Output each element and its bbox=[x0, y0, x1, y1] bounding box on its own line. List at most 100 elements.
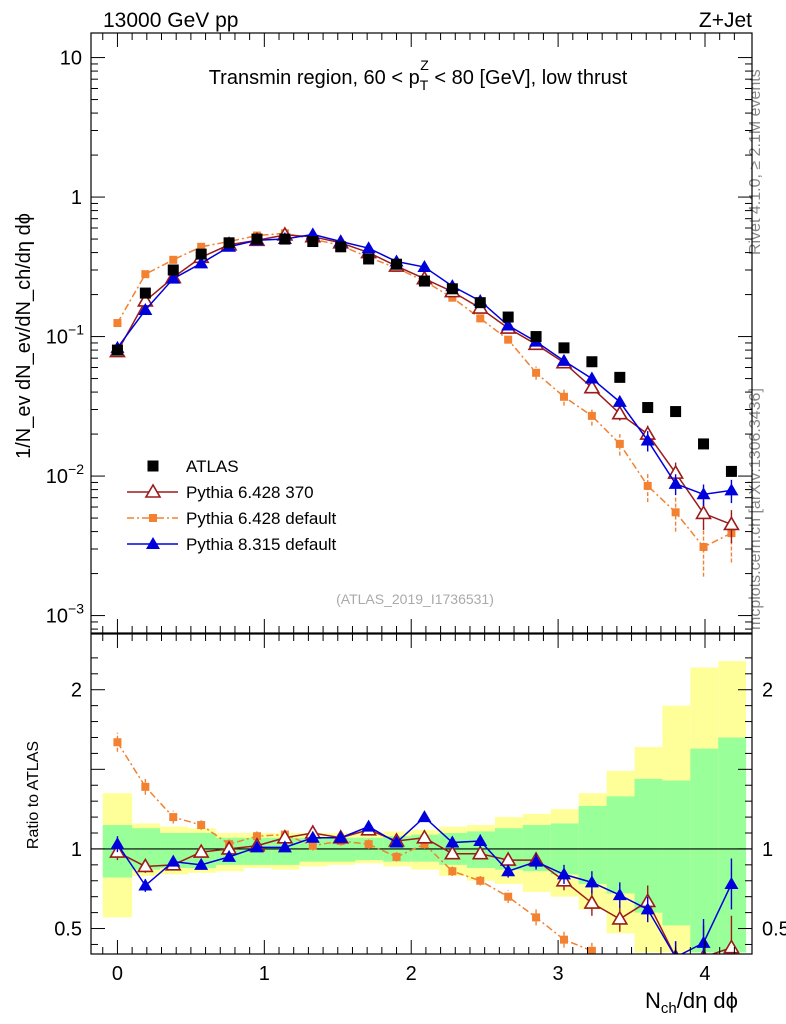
data-point bbox=[361, 241, 376, 254]
data-point bbox=[612, 394, 627, 407]
data-point bbox=[699, 543, 708, 552]
data-point bbox=[277, 840, 292, 853]
plot-title-post: < 80 [GeV], low thrust bbox=[429, 67, 628, 89]
data-point bbox=[308, 841, 317, 850]
data-point bbox=[167, 264, 179, 276]
data-point bbox=[476, 876, 485, 885]
x-axis-label: Nch/dη dϕ bbox=[645, 988, 738, 1017]
data-point bbox=[194, 256, 209, 269]
main-plot-frame bbox=[90, 32, 753, 634]
y-tick-label-left: 0.5 bbox=[54, 919, 82, 941]
ratio-plot-series bbox=[109, 732, 740, 954]
data-point bbox=[532, 368, 541, 377]
data-point bbox=[138, 878, 153, 891]
data-point bbox=[138, 303, 153, 316]
y-tick-label-left: 1 bbox=[71, 839, 82, 861]
data-point bbox=[364, 840, 373, 849]
data-point bbox=[141, 270, 150, 279]
data-point bbox=[443, 845, 461, 860]
mcplots-label: mcplots.cern.ch [arXiv:1306.3436] bbox=[747, 388, 764, 630]
data-point bbox=[111, 344, 123, 356]
data-point bbox=[418, 275, 430, 287]
data-point bbox=[307, 236, 319, 248]
band-green-21 bbox=[690, 748, 719, 953]
data-point bbox=[559, 392, 568, 401]
data-point bbox=[194, 857, 209, 870]
data-point bbox=[222, 849, 237, 862]
data-point bbox=[615, 439, 624, 448]
data-point bbox=[139, 287, 151, 299]
data-point bbox=[305, 830, 320, 843]
header-process-label: Z+Jet bbox=[699, 9, 752, 32]
data-point bbox=[389, 835, 404, 848]
data-point bbox=[611, 405, 629, 420]
data-point bbox=[611, 910, 629, 925]
data-point bbox=[136, 857, 154, 873]
data-point bbox=[724, 876, 739, 889]
data-point bbox=[197, 242, 206, 251]
data-point bbox=[640, 433, 655, 446]
legend-label-pythia6-default: Pythia 6.428 default bbox=[186, 509, 337, 528]
axis-tick-labels: 0 1 2 3 4 10 1 10−1 10−2 10−3 0.5 0.5 1 1 2 2 bbox=[46, 48, 786, 985]
data-point bbox=[529, 854, 544, 867]
series-line bbox=[116, 741, 593, 952]
data-point bbox=[110, 837, 125, 850]
x-axis-label-sub: ch bbox=[661, 1000, 677, 1017]
data-point bbox=[446, 283, 458, 295]
band-green-20 bbox=[662, 780, 691, 926]
data-point bbox=[417, 260, 432, 273]
data-point bbox=[169, 813, 178, 822]
legend-label-pythia8-default: Pythia 8.315 default bbox=[186, 535, 337, 554]
data-point bbox=[420, 840, 429, 849]
y-tick-label-right: 0.5 bbox=[762, 919, 786, 941]
data-point bbox=[448, 293, 457, 302]
data-point bbox=[417, 810, 432, 823]
data-point bbox=[723, 515, 740, 531]
data-point bbox=[113, 319, 122, 328]
data-point bbox=[335, 241, 347, 253]
data-point bbox=[501, 864, 516, 877]
data-point bbox=[501, 318, 516, 331]
data-point bbox=[530, 331, 542, 343]
data-point bbox=[668, 476, 683, 489]
data-point bbox=[251, 233, 263, 245]
data-point bbox=[416, 829, 433, 844]
data-point bbox=[391, 258, 403, 270]
y-tick-label-right: 2 bbox=[762, 680, 773, 702]
data-point bbox=[249, 840, 264, 853]
y-tick-label-left: 2 bbox=[71, 680, 82, 702]
band-green-18 bbox=[606, 796, 635, 894]
data-point bbox=[584, 371, 599, 384]
data-point bbox=[556, 353, 571, 366]
x-axis-label-pre: N bbox=[645, 988, 661, 1013]
data-point bbox=[670, 406, 682, 418]
data-point bbox=[583, 894, 601, 909]
ratio-plot-frame bbox=[90, 633, 753, 955]
data-point bbox=[166, 271, 181, 284]
data-point bbox=[723, 939, 740, 954]
x-tick-label: 2 bbox=[406, 963, 417, 985]
data-point bbox=[195, 248, 207, 260]
data-point bbox=[696, 935, 711, 948]
main-plot-series bbox=[109, 226, 740, 577]
data-point bbox=[504, 335, 513, 344]
data-point bbox=[724, 483, 739, 496]
legend-marker bbox=[147, 460, 159, 472]
rivet-version-label: Rivet 4.1.0, ≥ 2.1M events bbox=[747, 69, 764, 255]
data-point bbox=[474, 297, 486, 309]
band-green-8 bbox=[327, 837, 356, 862]
legend: ATLAS Pythia 6.428 370 Pythia 6.428 defa… bbox=[127, 457, 337, 554]
data-point bbox=[558, 342, 570, 354]
data-point bbox=[698, 438, 710, 450]
y-tick-label: 10−2 bbox=[46, 461, 84, 488]
data-point bbox=[584, 875, 599, 888]
band-green-22 bbox=[718, 737, 747, 953]
data-point bbox=[502, 311, 514, 323]
legend-label-atlas: ATLAS bbox=[186, 457, 239, 476]
data-point bbox=[392, 852, 401, 861]
data-point bbox=[725, 465, 737, 477]
legend-marker bbox=[146, 537, 160, 549]
data-point bbox=[559, 935, 568, 944]
plot-title: Transmin region, 60 < pTZ < 80 [GeV], lo… bbox=[209, 57, 628, 93]
